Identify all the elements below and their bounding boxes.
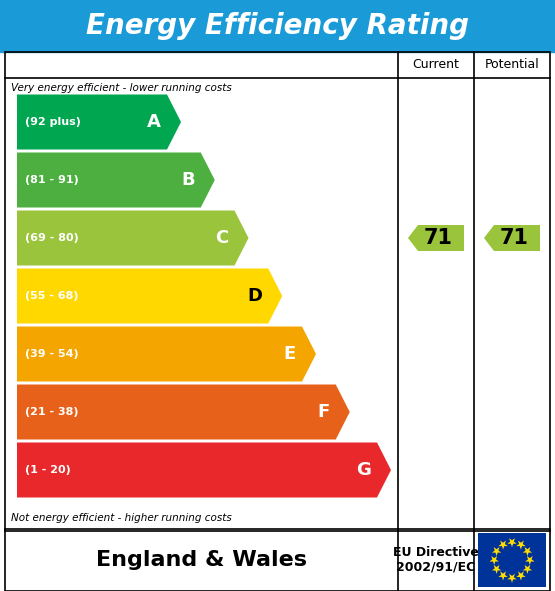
Polygon shape [492,565,501,574]
Text: (92 plus): (92 plus) [25,117,81,127]
Text: (21 - 38): (21 - 38) [25,407,78,417]
Bar [5,52,550,531]
Polygon shape [17,443,391,498]
Text: 71: 71 [500,228,528,248]
Text: A: A [147,113,161,131]
Text: G: G [356,461,371,479]
Polygon shape [17,268,282,323]
Polygon shape [17,210,249,265]
Text: Energy Efficiency Rating: Energy Efficiency Rating [86,12,469,40]
Polygon shape [507,538,517,547]
Polygon shape [17,95,181,150]
Polygon shape [492,547,501,556]
Polygon shape [516,571,526,580]
Text: C: C [215,229,229,247]
Text: Very energy efficient - lower running costs: Very energy efficient - lower running co… [11,83,232,93]
Text: D: D [247,287,263,305]
Polygon shape [498,571,508,580]
Text: Not energy efficient - higher running costs: Not energy efficient - higher running co… [11,513,232,523]
Text: (1 - 20): (1 - 20) [25,465,70,475]
Polygon shape [498,541,508,550]
Text: B: B [181,171,195,189]
Text: Potential: Potential [485,59,539,72]
Polygon shape [525,556,534,565]
Polygon shape [17,385,350,440]
Text: F: F [317,403,330,421]
Bar [478,533,546,587]
Text: (55 - 68): (55 - 68) [25,291,78,301]
Bar [5,529,550,591]
Polygon shape [507,574,517,583]
Text: E: E [284,345,296,363]
Polygon shape [484,225,540,251]
Text: Current: Current [412,59,460,72]
Bar [0,0,555,52]
Text: (69 - 80): (69 - 80) [25,233,79,243]
Text: (39 - 54): (39 - 54) [25,349,79,359]
Text: (81 - 91): (81 - 91) [25,175,79,185]
Polygon shape [408,225,464,251]
Polygon shape [523,547,532,556]
Text: 71: 71 [423,228,452,248]
Polygon shape [17,326,316,382]
Polygon shape [516,541,526,550]
Polygon shape [490,556,499,565]
Text: England & Wales: England & Wales [96,550,307,570]
Polygon shape [523,565,532,574]
Text: EU Directive
2002/91/EC: EU Directive 2002/91/EC [393,546,479,574]
Polygon shape [17,152,215,207]
